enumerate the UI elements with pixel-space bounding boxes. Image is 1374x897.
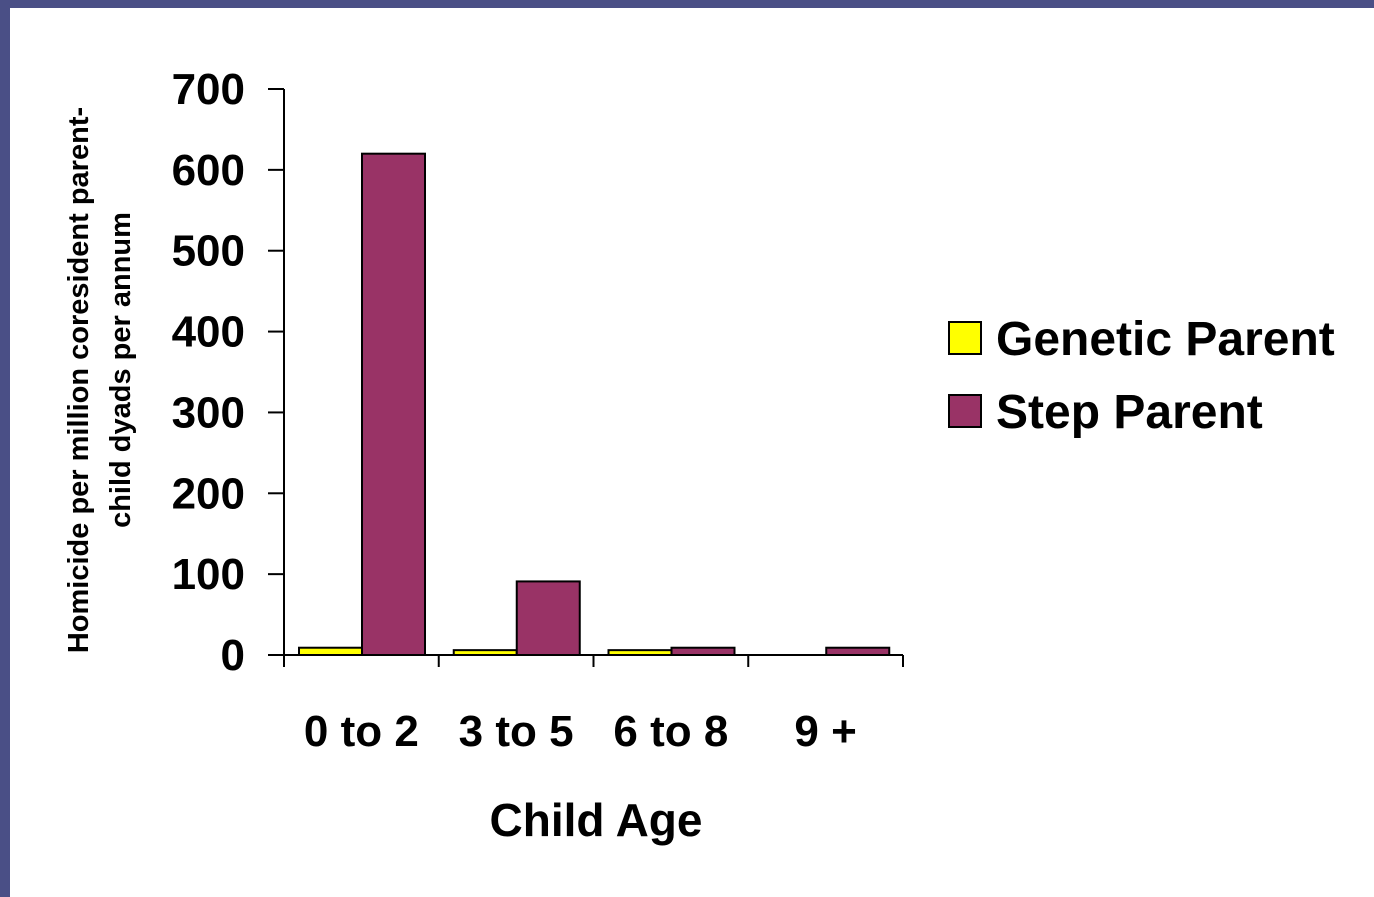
- bar-step-parent-2: [670, 646, 736, 656]
- bars: [298, 152, 891, 657]
- x-tick-label: 0 to 2: [304, 707, 419, 756]
- y-tick-label: 100: [172, 550, 245, 599]
- y-tick-label: 600: [172, 146, 245, 195]
- x-axis-title: Child Age: [490, 794, 703, 846]
- slide-background: [10, 8, 1374, 897]
- bar-step-parent-3: [825, 646, 891, 656]
- legend-swatch-genetic-parent: [948, 321, 982, 355]
- y-axis-title-line2: child dyads per annum: [105, 212, 137, 528]
- y-axis-title: Homicide per million coresident parent- …: [63, 107, 137, 653]
- x-tick-label: 9 +: [794, 707, 856, 756]
- y-tick-label: 700: [172, 65, 245, 114]
- legend: Genetic Parent Step Parent: [948, 313, 1335, 439]
- y-axis-title-line1: Homicide per million coresident parent-: [63, 107, 95, 653]
- x-tick-label: 6 to 8: [613, 707, 728, 756]
- legend-label: Step Parent: [996, 386, 1263, 439]
- y-tick-label: 300: [172, 388, 245, 437]
- y-tick-label: 400: [172, 308, 245, 357]
- y-tick-label: 0: [221, 631, 245, 680]
- x-tick-label: 3 to 5: [459, 707, 574, 756]
- legend-label: Genetic Parent: [996, 313, 1335, 366]
- bar-genetic-parent-0: [298, 646, 363, 656]
- legend-swatch-step-parent: [948, 394, 982, 428]
- x-axis: [283, 654, 904, 667]
- x-axis-labels: 0 to 2 3 to 5 6 to 8 9 +: [304, 707, 857, 756]
- bar-step-parent-1: [515, 580, 581, 656]
- y-tick-label: 500: [172, 227, 245, 276]
- y-axis-ticks: 0 100 200 300 400 500 600 700: [172, 65, 285, 680]
- bar-step-parent-0: [361, 152, 426, 657]
- y-tick-label: 200: [172, 469, 245, 518]
